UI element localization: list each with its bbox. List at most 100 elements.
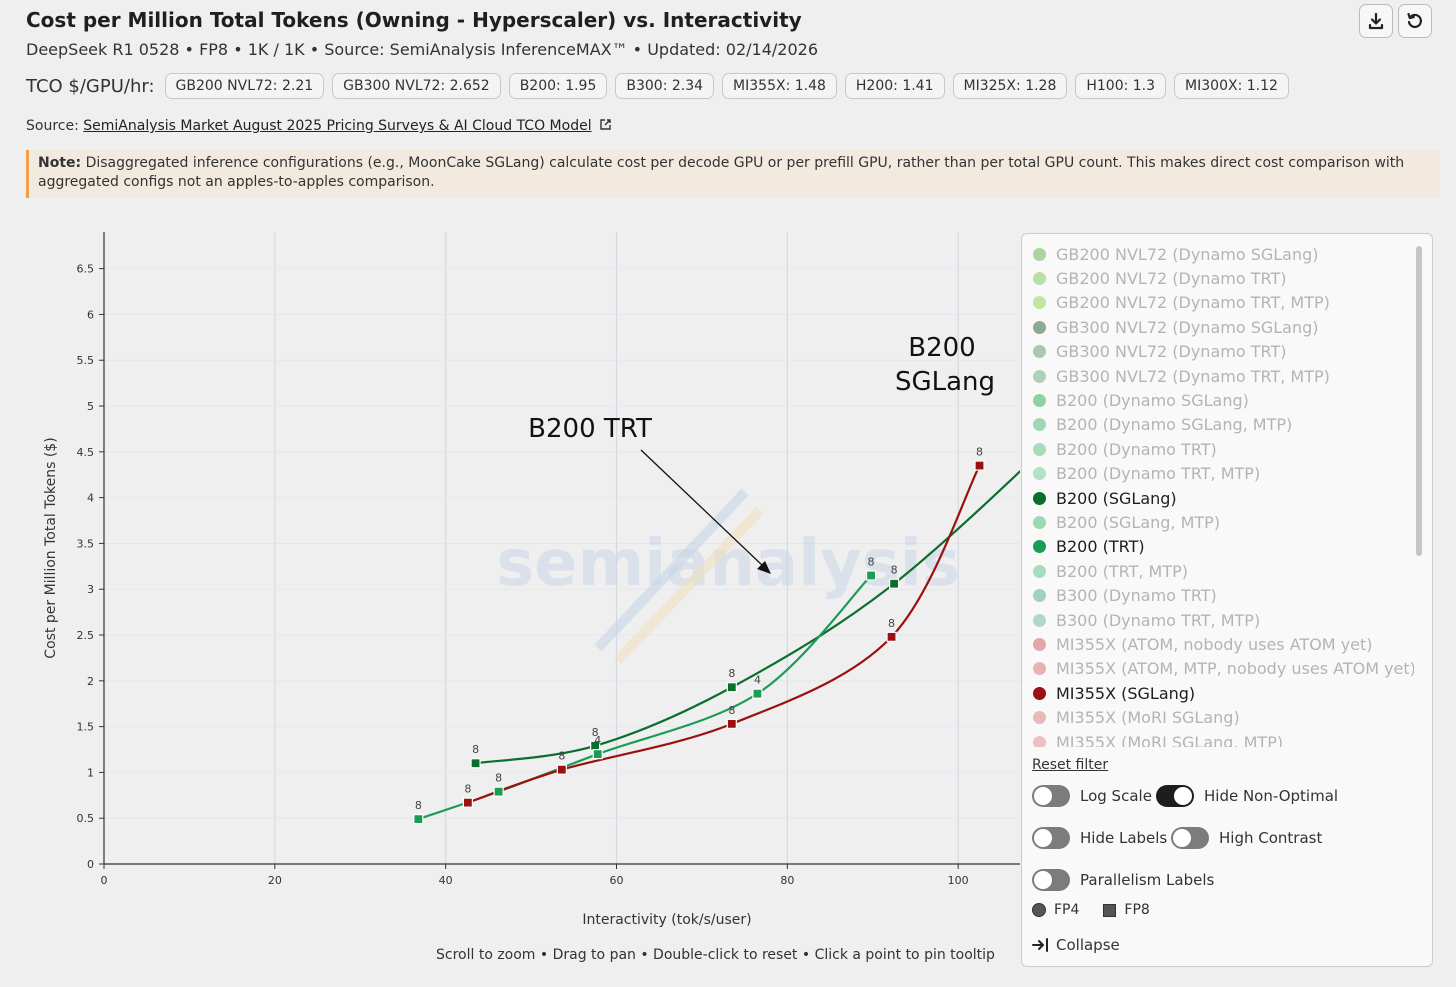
data-point-label: 8 bbox=[558, 750, 565, 763]
legend-item[interactable]: MI355X (SGLang) bbox=[1022, 681, 1414, 705]
tco-chip: MI325X: 1.28 bbox=[952, 73, 1068, 99]
legend-dot-icon bbox=[1033, 613, 1046, 627]
data-point[interactable] bbox=[413, 814, 424, 825]
y-tick-label: 1 bbox=[87, 766, 94, 779]
hide-non-optimal-toggle[interactable] bbox=[1156, 785, 1194, 807]
log-scale-label: Log Scale bbox=[1080, 787, 1152, 805]
legend-item[interactable]: B200 (Dynamo TRT, MTP) bbox=[1022, 462, 1414, 486]
legend-dot-icon bbox=[1033, 711, 1046, 725]
data-point-label: 8 bbox=[415, 799, 422, 812]
series-line[interactable] bbox=[417, 574, 872, 821]
data-point[interactable] bbox=[974, 460, 985, 471]
legend-item[interactable]: B200 (TRT, MTP) bbox=[1022, 559, 1414, 583]
legend-item-label: B300 (Dynamo TRT) bbox=[1056, 586, 1217, 606]
legend-list[interactable]: GB200 NVL72 (Dynamo SGLang) GB200 NVL72 (… bbox=[1022, 242, 1414, 747]
tco-label: TCO $/GPU/hr: bbox=[26, 75, 155, 97]
data-point[interactable] bbox=[470, 758, 481, 769]
data-point[interactable] bbox=[462, 797, 473, 808]
legend-item[interactable]: B200 (SGLang) bbox=[1022, 486, 1414, 510]
legend-item[interactable]: MI355X (MoRI SGLang, MTP) bbox=[1022, 730, 1414, 747]
data-point[interactable] bbox=[889, 578, 900, 589]
data-point-label: 8 bbox=[728, 704, 735, 717]
log-scale-toggle[interactable] bbox=[1032, 785, 1070, 807]
data-point-label: 8 bbox=[976, 446, 983, 459]
log-scale-control[interactable]: Log Scale bbox=[1032, 785, 1152, 807]
download-icon bbox=[1368, 12, 1384, 30]
data-point-label: 8 bbox=[728, 667, 735, 680]
legend-item[interactable]: B200 (Dynamo SGLang) bbox=[1022, 388, 1414, 412]
legend-item[interactable]: B200 (TRT) bbox=[1022, 535, 1414, 559]
legend-scrollbar[interactable] bbox=[1416, 246, 1422, 556]
legend-item[interactable]: B300 (Dynamo TRT, MTP) bbox=[1022, 608, 1414, 632]
collapse-button[interactable]: Collapse bbox=[1032, 936, 1120, 954]
watermark-slash bbox=[594, 488, 749, 652]
series-line[interactable] bbox=[467, 465, 981, 804]
legend-item-label: MI355X (ATOM, nobody uses ATOM yet) bbox=[1056, 634, 1373, 654]
y-tick-label: 5.5 bbox=[77, 354, 95, 367]
parallelism-labels-control[interactable]: Parallelism Labels bbox=[1032, 869, 1214, 891]
data-point[interactable] bbox=[726, 718, 737, 729]
collapse-label: Collapse bbox=[1056, 936, 1120, 954]
legend-item[interactable]: GB200 NVL72 (Dynamo TRT) bbox=[1022, 266, 1414, 290]
data-point-label: 8 bbox=[464, 783, 471, 796]
legend-item[interactable]: GB300 NVL72 (Dynamo TRT) bbox=[1022, 340, 1414, 364]
legend-item[interactable]: GB300 NVL72 (Dynamo TRT, MTP) bbox=[1022, 364, 1414, 388]
data-point[interactable] bbox=[556, 764, 567, 775]
reset-view-button[interactable] bbox=[1398, 4, 1432, 38]
tco-chip: H200: 1.41 bbox=[844, 73, 945, 99]
legend-item[interactable]: MI355X (ATOM, nobody uses ATOM yet) bbox=[1022, 632, 1414, 656]
hide-labels-control[interactable]: Hide Labels bbox=[1032, 827, 1167, 849]
y-axis-label: Cost per Million Total Tokens ($) bbox=[43, 437, 59, 658]
reset-filter-link[interactable]: Reset filter bbox=[1032, 757, 1109, 773]
hide-non-optimal-control[interactable]: Hide Non-Optimal bbox=[1156, 785, 1338, 807]
legend-item[interactable]: MI355X (ATOM, MTP, nobody uses ATOM yet) bbox=[1022, 657, 1414, 681]
legend-dot-icon bbox=[1033, 272, 1046, 286]
tco-chip: B300: 2.34 bbox=[615, 73, 715, 99]
hide-labels-toggle[interactable] bbox=[1032, 827, 1070, 849]
parallelism-labels-toggle[interactable] bbox=[1032, 869, 1070, 891]
high-contrast-control[interactable]: High Contrast bbox=[1171, 827, 1322, 849]
source-prefix: Source: bbox=[26, 118, 79, 134]
legend-dot-icon bbox=[1033, 418, 1046, 432]
y-tick-label: 3.5 bbox=[77, 537, 95, 550]
data-point[interactable] bbox=[886, 631, 897, 642]
chart-title: Cost per Million Total Tokens (Owning - … bbox=[26, 8, 802, 32]
data-point[interactable] bbox=[726, 682, 737, 693]
legend-dot-icon bbox=[1033, 467, 1046, 481]
series-line[interactable] bbox=[475, 417, 1020, 765]
y-tick-label: 0 bbox=[87, 858, 94, 871]
tco-row: TCO $/GPU/hr: GB200 NVL72: 2.21 GB300 NV… bbox=[26, 73, 1289, 99]
legend-dot-icon bbox=[1033, 662, 1046, 676]
data-point-label: 8 bbox=[891, 564, 898, 577]
legend-item[interactable]: B300 (Dynamo TRT) bbox=[1022, 583, 1414, 607]
note-label: Note: bbox=[38, 155, 82, 171]
chart-area[interactable]: semianalysis00.511.522.533.544.555.566.5… bbox=[0, 210, 1020, 945]
high-contrast-toggle[interactable] bbox=[1171, 827, 1209, 849]
legend-item[interactable]: B200 (Dynamo TRT) bbox=[1022, 437, 1414, 461]
legend-item-label: B200 (SGLang, MTP) bbox=[1056, 512, 1221, 532]
legend-item-label: MI355X (MoRI SGLang, MTP) bbox=[1056, 732, 1284, 748]
tco-chip: B200: 1.95 bbox=[508, 73, 608, 99]
legend-item-label: B200 (TRT, MTP) bbox=[1056, 561, 1188, 581]
external-link-icon[interactable] bbox=[599, 118, 612, 131]
source-link[interactable]: SemiAnalysis Market August 2025 Pricing … bbox=[83, 118, 592, 134]
legend-item[interactable]: B200 (SGLang, MTP) bbox=[1022, 510, 1414, 534]
legend-item-label: B300 (Dynamo TRT, MTP) bbox=[1056, 610, 1261, 630]
legend-item[interactable]: GB200 NVL72 (Dynamo TRT, MTP) bbox=[1022, 291, 1414, 315]
legend-item[interactable]: GB300 NVL72 (Dynamo SGLang) bbox=[1022, 315, 1414, 339]
y-tick-label: 3 bbox=[87, 583, 94, 596]
hide-labels-label: Hide Labels bbox=[1080, 829, 1168, 847]
legend-item-label: B200 (Dynamo SGLang) bbox=[1056, 391, 1249, 411]
data-point[interactable] bbox=[592, 748, 603, 760]
legend-item[interactable]: MI355X (MoRI SGLang) bbox=[1022, 705, 1414, 729]
legend-item[interactable]: GB200 NVL72 (Dynamo SGLang) bbox=[1022, 242, 1414, 266]
legend-item-label: B200 (Dynamo TRT, MTP) bbox=[1056, 464, 1261, 484]
legend-dot-icon bbox=[1033, 564, 1046, 578]
download-button[interactable] bbox=[1359, 4, 1393, 38]
data-point[interactable] bbox=[752, 688, 763, 699]
y-tick-label: 6.5 bbox=[77, 263, 95, 276]
legend-item[interactable]: B200 (Dynamo SGLang, MTP) bbox=[1022, 413, 1414, 437]
tco-chip: MI355X: 1.48 bbox=[722, 73, 837, 99]
data-point[interactable] bbox=[865, 570, 877, 581]
data-point[interactable] bbox=[493, 786, 504, 797]
